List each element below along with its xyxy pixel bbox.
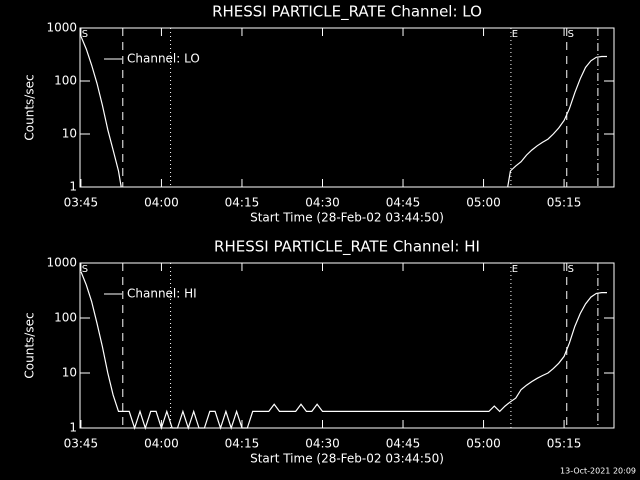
y-tick-label: 100 (54, 311, 77, 325)
y-tick-label: 1 (69, 421, 77, 435)
y-axis-label: Counts/sec (23, 312, 37, 378)
data-line (80, 271, 607, 430)
x-tick-label: 05:15 (547, 437, 582, 451)
y-tick-label: 1 (69, 180, 77, 194)
y-tick-label: 1000 (46, 256, 77, 270)
x-tick-label: 04:45 (386, 437, 421, 451)
flag-label: S (568, 29, 574, 40)
data-line (80, 35, 607, 188)
x-tick-label: 04:00 (144, 196, 179, 210)
footer-date: 13-Oct-2021 20:09 (560, 467, 636, 476)
flag-label: E (512, 29, 518, 40)
x-tick-label: 04:15 (225, 437, 260, 451)
x-tick-label: 04:30 (305, 196, 340, 210)
x-axis-label: Start Time (28-Feb-02 03:44:50) (250, 211, 444, 225)
x-axis-label: Start Time (28-Feb-02 03:44:50) (250, 452, 444, 466)
x-tick-label: 04:45 (386, 196, 421, 210)
plot-frame (79, 262, 615, 429)
x-tick-label: 03:45 (64, 437, 99, 451)
x-tick-label: 04:15 (225, 196, 260, 210)
x-tick-label: 05:00 (466, 196, 501, 210)
flag-label: S (568, 264, 574, 275)
x-tick-label: 03:45 (64, 196, 99, 210)
chart-title: RHESSI PARTICLE_RATE Channel: LO (212, 3, 482, 22)
chart-title: RHESSI PARTICLE_RATE Channel: HI (214, 238, 480, 257)
y-tick-label: 10 (62, 366, 77, 380)
y-tick-label: 1000 (46, 21, 77, 35)
x-tick-label: 05:15 (547, 196, 582, 210)
legend-label: Channel: HI (127, 287, 197, 301)
flag-label: S (82, 29, 88, 40)
y-tick-label: 10 (62, 127, 77, 141)
x-tick-label: 04:30 (305, 437, 340, 451)
flag-label: S (82, 264, 88, 275)
y-tick-label: 100 (54, 74, 77, 88)
plot-frame (79, 27, 615, 188)
x-tick-label: 04:00 (144, 437, 179, 451)
x-tick-label: 05:00 (466, 437, 501, 451)
legend-label: Channel: LO (127, 52, 200, 66)
flag-label: E (512, 264, 518, 275)
y-axis-label: Counts/sec (23, 74, 37, 140)
